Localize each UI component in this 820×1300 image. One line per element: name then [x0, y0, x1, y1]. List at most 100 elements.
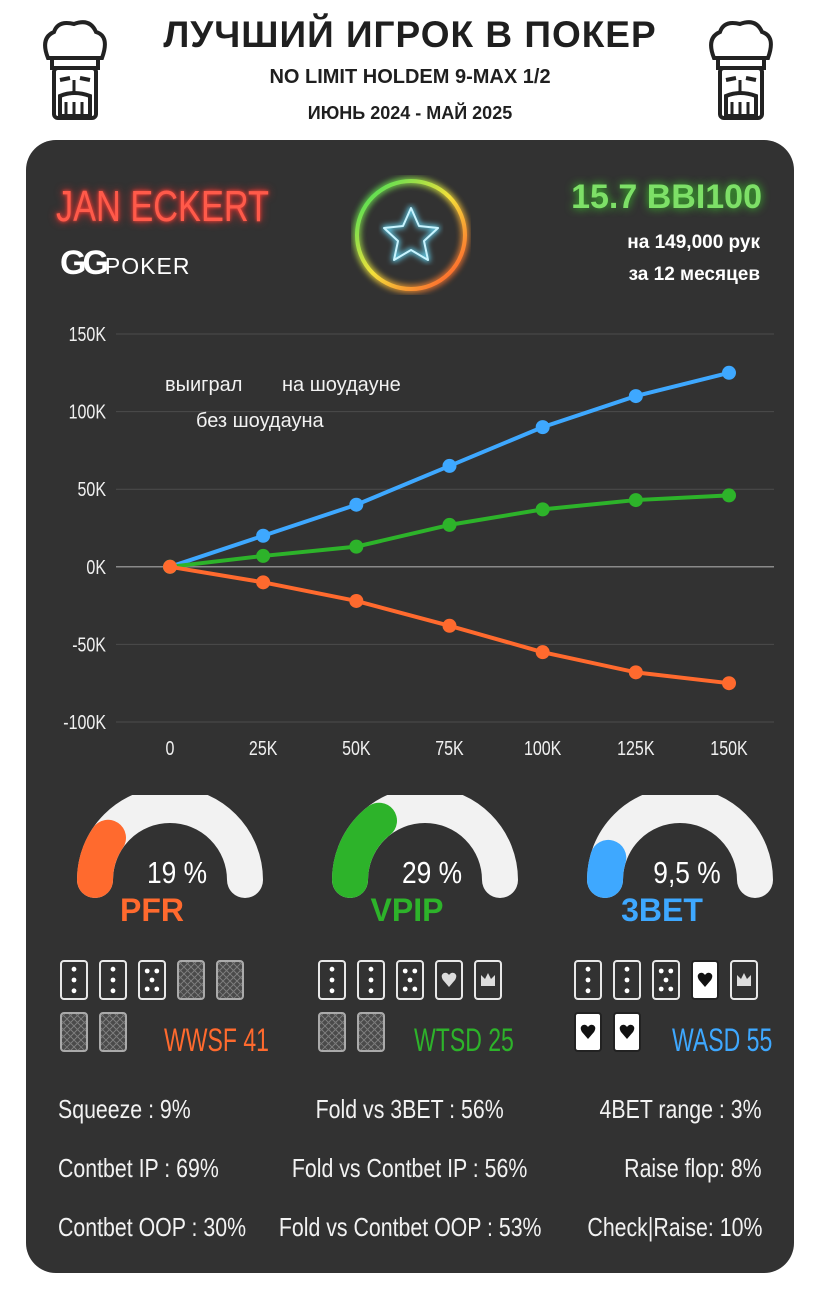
x-tick-label: 150K: [710, 737, 747, 759]
data-point: [349, 539, 364, 554]
x-tick-label: 0: [166, 737, 175, 759]
wasd-stat: WASD 55: [672, 1022, 773, 1058]
data-point: [535, 420, 550, 435]
data-point: [256, 528, 271, 543]
playing-card-icon: [318, 960, 346, 1000]
3bet-label: 3BET: [621, 892, 703, 928]
gauge: [331, 795, 518, 898]
page-title: ЛУЧШИЙ ИГРОК В ПОКЕР: [163, 14, 657, 55]
data-point: [628, 389, 643, 404]
winnings-line-chart: 150K 100K 50K 0K -50K -100K 0 25K 50K 75K 100K 125…: [63, 323, 774, 759]
playing-card-icon: [574, 960, 602, 1000]
player-name: JAN ECKERT: [56, 182, 269, 231]
data-point: [442, 517, 457, 532]
period-subtitle: ИЮНЬ 2024 - МАЙ 2025: [307, 103, 513, 123]
gauge-fill: [77, 819, 126, 898]
3bet-percent: 9,5 %: [653, 855, 721, 890]
playing-card-icon: [730, 960, 758, 1000]
x-tick-label: 125K: [617, 737, 654, 759]
fold-vs-contbet-ip-text: Fold vs Contbet IP : 56%: [292, 1153, 528, 1183]
chef-king-logo-left: [43, 20, 107, 120]
x-tick-label: 25K: [249, 737, 277, 759]
gauge: [586, 795, 773, 898]
wwsf-stat: WWSF 41: [164, 1022, 269, 1058]
playing-card-icon: [357, 960, 385, 1000]
pfr-label: PFR: [120, 892, 184, 928]
playing-card-icon: [60, 960, 88, 1000]
4bet-range-text: 4BET range : 3%: [600, 1094, 762, 1124]
x-tick-label: 100K: [524, 737, 561, 759]
playing-card-icon: [99, 960, 127, 1000]
raise-flop-text: Raise flop: 8%: [624, 1153, 762, 1183]
data-point: [349, 497, 364, 512]
fold-vs-contbet-oop-stat: Fold vs Contbet OOP : 53%: [26, 1212, 794, 1243]
fold-vs-contbet-ip-stat: Fold vs Contbet IP : 56%: [26, 1153, 794, 1184]
playing-card-icon: [138, 960, 166, 1000]
playing-card-icon: [60, 1012, 88, 1052]
y-tick-label: -50K: [72, 634, 106, 656]
playing-card-icon: [357, 1012, 385, 1052]
hands-count: на 149,000 рук: [627, 232, 760, 253]
gauge-fill: [331, 802, 397, 898]
legend-non-showdown: без шоудауна: [196, 410, 324, 432]
data-point: [256, 575, 271, 590]
data-point: [628, 493, 643, 508]
playing-card-icon: [691, 960, 719, 1000]
vpip-percent: 29 %: [401, 855, 463, 890]
gauge-fill: [586, 839, 627, 898]
raise-flop-stat: Raise flop: 8%: [594, 1153, 762, 1184]
x-tick-label: 50K: [342, 737, 370, 759]
check-raise-stat: Check|Raise: 10%: [549, 1212, 762, 1243]
data-point: [256, 548, 271, 563]
pfr-percent: 19 %: [146, 855, 208, 890]
data-point: [628, 665, 643, 680]
data-point: [535, 502, 550, 517]
fold-vs-3bet-stat: Fold vs 3BET : 56%: [26, 1094, 794, 1125]
check-raise-text: Check|Raise: 10%: [586, 1212, 762, 1242]
game-subtitle: NO LIMIT HOLDEM 9-MAX 1/2: [269, 66, 551, 88]
vpip-label: VPIP: [370, 892, 444, 928]
gg-logo-mark: GG: [60, 244, 109, 282]
winrate: 15.7 BBI100: [571, 178, 762, 216]
x-tick-label: 75K: [435, 737, 463, 759]
months-count: за 12 месяцев: [628, 264, 760, 285]
playing-card-icon: [99, 1012, 127, 1052]
ggpoker-logo: GGPOKER: [60, 244, 190, 283]
data-point: [163, 559, 177, 574]
chef-king-logo-right: [709, 20, 773, 120]
playing-card-icon: [177, 960, 205, 1000]
4bet-range-stat: 4BET range : 3%: [564, 1094, 762, 1125]
playing-card-icon: [474, 960, 502, 1000]
playing-card-icon: [396, 960, 424, 1000]
legend-won: выиграл: [165, 374, 243, 396]
playing-card-icon: [574, 1012, 602, 1052]
data-point: [722, 365, 736, 380]
playing-card-icon: [652, 960, 680, 1000]
y-tick-label: 50K: [78, 479, 106, 501]
squeeze-stat: Squeeze : 9%: [58, 1094, 191, 1124]
data-point: [349, 593, 364, 608]
data-point: [442, 458, 457, 473]
data-point: [535, 645, 550, 660]
playing-card-icon: [613, 960, 641, 1000]
star-badge-icon: [353, 177, 469, 293]
gauge-row: [77, 795, 773, 898]
playing-card-icon: [216, 960, 244, 1000]
wtsd-stat: WTSD 25: [414, 1022, 514, 1058]
playing-card-icon: [435, 960, 463, 1000]
fold-vs-contbet-oop-text: Fold vs Contbet OOP : 53%: [278, 1212, 542, 1242]
stats-card: JAN ECKERT GGPOKER 15.7 BBI100 на 149,00…: [26, 140, 794, 1273]
gauge: [77, 795, 263, 898]
fold-vs-3bet-text: Fold vs 3BET : 56%: [315, 1094, 505, 1124]
contbet-ip-stat: Contbet IP : 69%: [58, 1153, 219, 1183]
data-point: [722, 676, 736, 691]
y-tick-label: -100K: [63, 711, 106, 733]
playing-card-icon: [318, 1012, 346, 1052]
poker-logo-text: POKER: [104, 253, 191, 279]
legend-showdown: на шоудауне: [282, 374, 401, 396]
y-tick-label: 150K: [69, 323, 106, 345]
data-point: [722, 488, 736, 503]
playing-card-icon: [613, 1012, 641, 1052]
contbet-oop-stat: Contbet OOP : 30%: [58, 1212, 247, 1242]
y-tick-label: 0K: [86, 556, 106, 578]
